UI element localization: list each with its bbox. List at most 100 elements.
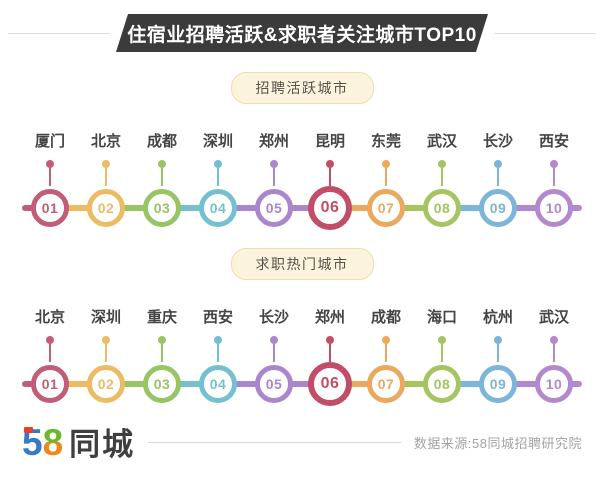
rank-item: 武汉 08 (414, 134, 470, 230)
rank-items: 北京 01 深圳 02 重庆 03 西安 04 长沙 05 郑州 06 成都 07 海口 08 杭州 09 武汉 10 (22, 310, 582, 406)
marker-stem (553, 168, 555, 186)
connector-segment (274, 381, 330, 387)
connector-segment (330, 381, 386, 387)
ranking-section-2: 求职热门城市 北京 01 深圳 02 重庆 03 西安 04 长沙 05 郑州 06 成都 07 海口 08 杭州… (0, 248, 604, 406)
city-label: 郑州 (258, 133, 289, 150)
marker-stem (385, 168, 387, 186)
rank-circle-slot: 02 (87, 186, 125, 230)
rank-number: 06 (320, 375, 340, 392)
page-title-banner: 住宿业招聘活跃&求职者关注城市TOP10 (116, 14, 488, 52)
rank-number: 10 (545, 200, 563, 216)
marker-stem (217, 344, 219, 362)
rank-circle-slot: 07 (367, 186, 405, 230)
rank-item: 郑州 05 (246, 134, 302, 230)
rank-circle: 03 (143, 189, 181, 227)
connector-segment (218, 381, 274, 387)
city-label: 深圳 (202, 133, 233, 150)
marker-dot (214, 160, 222, 168)
marker-dot (382, 160, 390, 168)
marker-stem (217, 168, 219, 186)
rank-circle: 02 (87, 189, 125, 227)
rank-number: 01 (41, 200, 59, 216)
city-label: 重庆 (146, 309, 177, 326)
rank-item: 成都 07 (358, 310, 414, 406)
header: 住宿业招聘活跃&求职者关注城市TOP10 (0, 14, 604, 52)
rank-item: 西安 10 (526, 134, 582, 230)
page-title: 住宿业招聘活跃&求职者关注城市TOP10 (127, 24, 477, 46)
rank-circle-slot: 06 (308, 362, 352, 406)
rank-number: 05 (265, 376, 283, 392)
data-source-text: 数据来源:58同城招聘研究院 (413, 436, 582, 451)
ranking-sections: 招聘活跃城市 厦门 01 北京 02 成都 03 深圳 04 郑州 05 昆明 06 东莞 07 武汉 08 长沙… (0, 72, 604, 406)
connector-segment (442, 381, 498, 387)
connector-segment (442, 205, 498, 211)
marker-stem (105, 168, 107, 186)
logo-58tongcheng: 5 8 同城 (22, 424, 135, 461)
rank-number: 07 (377, 376, 395, 392)
rank-item: 海口 08 (414, 310, 470, 406)
rank-number: 08 (433, 376, 451, 392)
marker-stem (497, 344, 499, 362)
rank-number: 07 (377, 200, 395, 216)
rank-number: 04 (209, 200, 227, 216)
connector-segment (106, 381, 162, 387)
rank-item: 成都 03 (134, 134, 190, 230)
marker-dot (494, 336, 502, 344)
logo-red-accent (24, 427, 33, 433)
marker-stem (497, 168, 499, 186)
connector-segment (386, 381, 442, 387)
connector-segment (218, 205, 274, 211)
infographic-page: 住宿业招聘活跃&求职者关注城市TOP10 招聘活跃城市 厦门 01 北京 02 成都 03 深… (0, 14, 604, 502)
marker-stem (273, 344, 275, 362)
rank-number: 02 (97, 376, 115, 392)
connector-track (22, 310, 582, 406)
rank-item: 杭州 09 (470, 310, 526, 406)
logo-digit-5: 5 (22, 422, 43, 463)
rank-item: 郑州 06 (302, 310, 358, 406)
marker-stem (329, 168, 331, 186)
city-label: 成都 (370, 309, 401, 326)
ranking-section-1: 招聘活跃城市 厦门 01 北京 02 成都 03 深圳 04 郑州 05 昆明 06 东莞 07 武汉 08 长沙… (0, 72, 604, 230)
connector-segment (162, 381, 218, 387)
city-label: 郑州 (314, 309, 345, 326)
marker-stem (161, 344, 163, 362)
rank-item: 厦门 01 (22, 134, 78, 230)
rank-circle: 01 (31, 189, 69, 227)
connector-segment (106, 205, 162, 211)
city-label: 西安 (202, 309, 233, 326)
header-rule-left (8, 33, 110, 34)
rank-number: 10 (545, 376, 563, 392)
marker-stem (553, 344, 555, 362)
marker-dot (326, 160, 334, 168)
marker-stem (49, 168, 51, 186)
rank-circle-slot: 01 (31, 186, 69, 230)
rank-circle-slot: 04 (199, 362, 237, 406)
marker-stem (329, 344, 331, 362)
marker-dot (270, 336, 278, 344)
connector-segment (498, 381, 554, 387)
marker-stem (273, 168, 275, 186)
rank-item: 深圳 04 (190, 134, 246, 230)
rank-circle: 03 (143, 365, 181, 403)
rank-number: 08 (433, 200, 451, 216)
rank-number: 01 (41, 376, 59, 392)
rank-circle: 05 (255, 189, 293, 227)
rank-circle: 07 (367, 365, 405, 403)
rank-circle: 06 (308, 186, 352, 230)
connector-segment (330, 205, 386, 211)
city-label: 武汉 (426, 133, 457, 150)
city-label: 北京 (90, 133, 121, 150)
city-label: 长沙 (258, 309, 289, 326)
rank-circle: 10 (535, 365, 573, 403)
connector-segment (386, 205, 442, 211)
rank-circle-slot: 03 (143, 186, 181, 230)
city-label: 西安 (538, 133, 569, 150)
marker-dot (550, 336, 558, 344)
rank-number: 09 (489, 200, 507, 216)
city-label: 海口 (426, 309, 457, 326)
marker-stem (105, 344, 107, 362)
rank-item: 长沙 05 (246, 310, 302, 406)
connector-segment (498, 205, 554, 211)
rank-item: 西安 04 (190, 310, 246, 406)
marker-dot (438, 160, 446, 168)
